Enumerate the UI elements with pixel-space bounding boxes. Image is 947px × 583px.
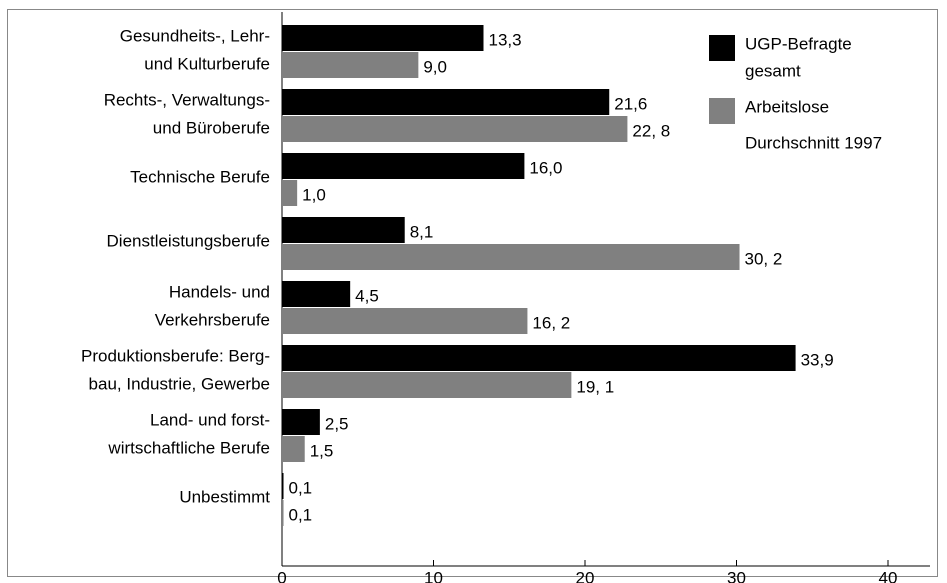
bar bbox=[282, 409, 320, 435]
bar bbox=[282, 153, 525, 179]
value-label: 4,5 bbox=[355, 286, 379, 305]
bar bbox=[282, 308, 528, 334]
value-label: 21,6 bbox=[614, 94, 647, 113]
value-label: 8,1 bbox=[410, 222, 434, 241]
bar bbox=[282, 180, 298, 206]
y-tick-label: Verkehrsberufe bbox=[155, 310, 270, 329]
bar bbox=[282, 436, 305, 462]
bar bbox=[282, 345, 796, 371]
x-tick-label: 20 bbox=[576, 568, 595, 583]
y-tick-label: bau, Industrie, Gewerbe bbox=[89, 374, 270, 393]
value-label: 2,5 bbox=[325, 414, 349, 433]
y-tick-label: Land- und forst- bbox=[150, 410, 270, 429]
bar bbox=[282, 244, 740, 270]
bar bbox=[282, 473, 284, 499]
value-label: 16,0 bbox=[529, 158, 562, 177]
x-tick-label: 30 bbox=[727, 568, 746, 583]
value-label: 22, 8 bbox=[632, 121, 670, 140]
value-label: 0,1 bbox=[289, 505, 313, 524]
bar bbox=[282, 52, 419, 78]
value-label: 16, 2 bbox=[532, 313, 570, 332]
value-label: 9,0 bbox=[423, 57, 447, 76]
x-tick-label: 0 bbox=[277, 568, 286, 583]
y-tick-label: Gesundheits-, Lehr- bbox=[120, 26, 270, 45]
y-tick-label: wirtschaftliche Berufe bbox=[107, 438, 270, 457]
bar bbox=[282, 500, 284, 526]
x-tick-label: 10 bbox=[424, 568, 443, 583]
bar bbox=[282, 217, 405, 243]
legend-label: gesamt bbox=[745, 61, 801, 80]
y-tick-label: Rechts-, Verwaltungs- bbox=[104, 90, 270, 109]
value-label: 30, 2 bbox=[745, 249, 783, 268]
y-tick-label: Dienstleistungsberufe bbox=[107, 231, 270, 250]
bar bbox=[282, 116, 628, 142]
legend-swatch bbox=[709, 98, 735, 124]
legend-label: Durchschnitt 1997 bbox=[745, 133, 882, 152]
value-label: 1,5 bbox=[310, 441, 334, 460]
legend-label: UGP-Befragte bbox=[745, 34, 852, 53]
value-label: 19, 1 bbox=[576, 377, 614, 396]
y-tick-label: und Büroberufe bbox=[153, 118, 270, 137]
bar bbox=[282, 25, 484, 51]
legend-swatch bbox=[709, 35, 735, 61]
y-tick-label: Produktionsberufe: Berg- bbox=[81, 346, 270, 365]
x-tick-label: 40 bbox=[879, 568, 898, 583]
value-label: 1,0 bbox=[302, 185, 326, 204]
y-tick-label: und Kulturberufe bbox=[144, 54, 270, 73]
bar bbox=[282, 372, 572, 398]
y-tick-label: Technische Berufe bbox=[130, 167, 270, 186]
value-label: 0,1 bbox=[289, 478, 313, 497]
value-label: 33,9 bbox=[801, 350, 834, 369]
value-label: 13,3 bbox=[488, 30, 521, 49]
y-tick-label: Handels- und bbox=[169, 282, 270, 301]
bar bbox=[282, 89, 610, 115]
legend-label: Arbeitslose bbox=[745, 97, 829, 116]
bar bbox=[282, 281, 351, 307]
frame bbox=[7, 9, 938, 577]
y-tick-label: Unbestimmt bbox=[179, 487, 270, 506]
